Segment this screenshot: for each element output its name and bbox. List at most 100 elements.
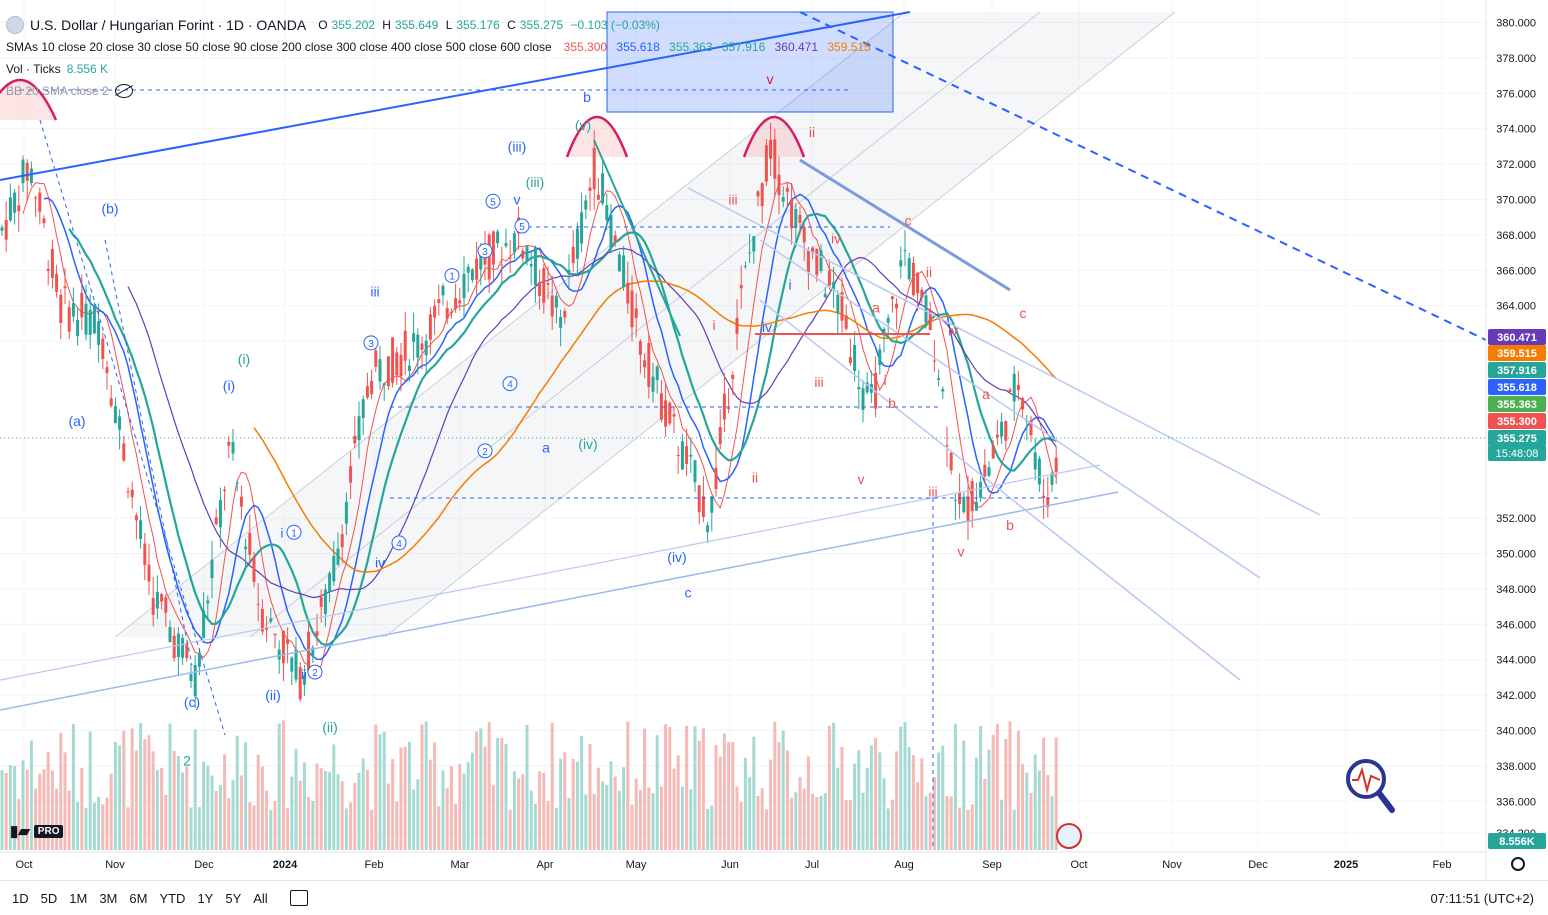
candle-body xyxy=(680,441,684,470)
circled-wave-marker xyxy=(444,268,460,284)
range-1d[interactable]: 1D xyxy=(12,890,29,906)
volume-bar xyxy=(601,781,605,850)
wave-label: (b) xyxy=(101,200,118,216)
symbol-row[interactable]: U.S. Dollar / Hungarian Forint · 1D · OA… xyxy=(6,14,871,36)
volume-bar xyxy=(634,778,638,850)
wave-label: iii xyxy=(728,192,737,208)
candle-body xyxy=(756,191,760,197)
volume-bar xyxy=(924,796,928,850)
volume-bar xyxy=(890,799,894,850)
candle-body xyxy=(664,400,668,427)
volume-bar xyxy=(143,739,147,850)
volume-bar xyxy=(529,790,533,850)
range-ytd[interactable]: YTD xyxy=(159,890,186,906)
bb-legend-row[interactable]: BB 20 SMA close 2 xyxy=(6,80,871,102)
candle-body xyxy=(911,262,915,296)
volume-bar xyxy=(685,725,689,850)
volume-bar xyxy=(181,772,185,850)
candle-body xyxy=(701,496,705,517)
candle-body xyxy=(223,489,227,492)
volume-bar xyxy=(911,755,915,850)
candle-body xyxy=(752,236,756,252)
candle-body xyxy=(378,359,382,382)
volume-bar xyxy=(63,752,67,850)
volume-bar xyxy=(164,794,168,850)
candle-body xyxy=(84,303,88,335)
volume-bar xyxy=(806,756,810,850)
volume-bar xyxy=(517,778,521,850)
candle-body xyxy=(391,337,395,383)
wave-label: ii xyxy=(301,667,307,682)
volume-label[interactable]: Vol · Ticks xyxy=(6,62,61,76)
volume-bar xyxy=(500,737,504,850)
volume-bar xyxy=(916,782,920,850)
candle-body xyxy=(298,667,302,700)
candle-body xyxy=(63,286,67,289)
volume-bar xyxy=(886,808,890,850)
volume-bar xyxy=(239,775,243,850)
volume-bar xyxy=(286,808,290,850)
volume-bar xyxy=(508,809,512,850)
clock-timezone[interactable]: 07:11:51 (UTC+2) xyxy=(1430,891,1534,906)
calendar-goto-icon[interactable] xyxy=(289,890,308,906)
candle-body xyxy=(760,183,764,206)
high-value: 355.649 xyxy=(394,18,439,32)
candle-body xyxy=(134,515,138,521)
candle-body xyxy=(336,548,340,565)
candle-body xyxy=(487,234,491,280)
range-5d[interactable]: 5D xyxy=(40,890,58,906)
wave-label: v xyxy=(858,471,865,487)
major-trendline xyxy=(0,11,911,181)
wave-label: iv xyxy=(762,319,772,335)
candle-body xyxy=(97,321,101,345)
volume-bar xyxy=(962,740,966,850)
time-axis[interactable]: Oct Nov Dec 2024 Feb Mar Apr May Jun Jul Aug Sep Oct… xyxy=(0,851,1486,871)
candle-body xyxy=(1004,421,1008,441)
range-1y[interactable]: 1Y xyxy=(197,890,214,906)
candle-body xyxy=(470,269,474,281)
candle-body xyxy=(25,162,29,181)
volume-bar xyxy=(651,793,655,850)
candle-body xyxy=(349,466,353,483)
price-badge-label: 359.515 xyxy=(1497,348,1537,360)
range-3m[interactable]: 3M xyxy=(99,890,118,906)
candle-body xyxy=(172,635,176,658)
candle-body xyxy=(575,228,579,259)
settings-gear-icon[interactable] xyxy=(1511,857,1525,871)
candle-body xyxy=(118,416,122,430)
volume-bar xyxy=(571,759,575,850)
range-6m[interactable]: 6M xyxy=(129,890,148,906)
volume-bar xyxy=(979,726,983,850)
price-badge xyxy=(1488,379,1546,395)
volume-bar xyxy=(617,790,621,850)
bb-label[interactable]: BB 20 SMA close 2 xyxy=(6,84,109,98)
candle-body xyxy=(550,295,554,317)
volume-bar xyxy=(370,809,374,850)
range-1m[interactable]: 1M xyxy=(69,890,88,906)
channel-line xyxy=(759,299,1241,681)
sma-label[interactable]: SMAs 10 close 20 close 30 close 50 close… xyxy=(6,40,552,54)
candle-body xyxy=(882,328,886,336)
wave-label: v xyxy=(514,192,521,208)
candle-body xyxy=(924,295,928,323)
volume-legend-row[interactable]: Vol · Ticks 8.556 K xyxy=(6,58,871,80)
volume-bar xyxy=(218,785,222,850)
volume-bar xyxy=(487,722,491,850)
volume-bar xyxy=(105,797,109,850)
volume-bar xyxy=(1008,721,1012,850)
volume-bar xyxy=(874,738,878,850)
price-chart[interactable]: (b)(a)(c)2(i)(i)(ii)(ii)iiiiv(iii)(iii)(… xyxy=(0,0,1548,880)
candle-body xyxy=(38,192,42,212)
candle-body xyxy=(46,268,50,271)
wave-label: b xyxy=(583,89,591,105)
symbol-title[interactable]: U.S. Dollar / Hungarian Forint · 1D · OA… xyxy=(30,17,307,33)
candle-body xyxy=(462,274,466,299)
volume-bar xyxy=(609,761,613,850)
range-5y[interactable]: 5Y xyxy=(225,890,242,906)
x-tick-label: Aug xyxy=(894,859,914,871)
hidden-eye-icon[interactable] xyxy=(114,84,133,98)
x-tick-label: May xyxy=(626,859,647,871)
range-all[interactable]: All xyxy=(253,890,268,906)
sma-legend-row[interactable]: SMAs 10 close 20 close 30 close 50 close… xyxy=(6,36,871,58)
candle-body xyxy=(290,657,294,672)
